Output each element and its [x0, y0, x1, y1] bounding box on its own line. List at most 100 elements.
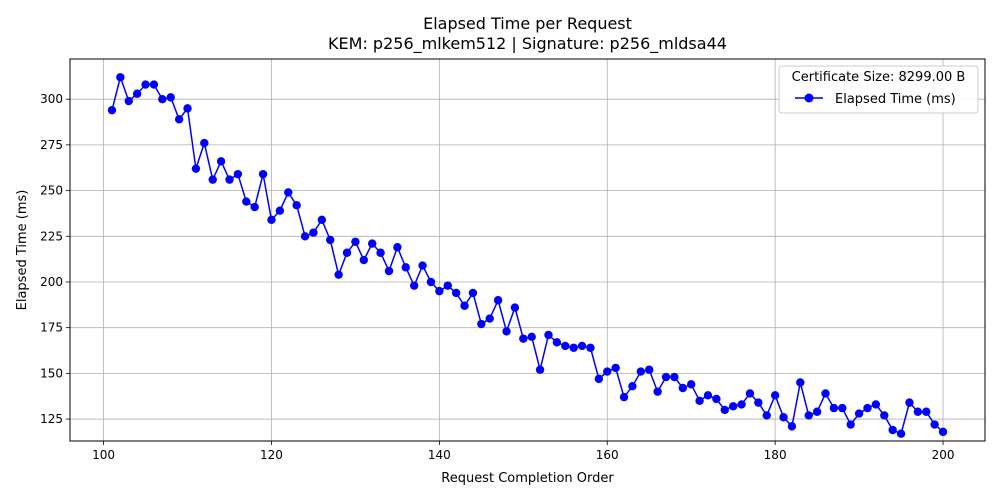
data-point: [577, 341, 587, 351]
data-point: [124, 96, 133, 106]
data-point: [368, 239, 377, 248]
data-point: [896, 429, 906, 438]
data-point: [267, 215, 276, 225]
data-point: [628, 381, 637, 391]
data-point: [250, 202, 259, 212]
data-point: [561, 341, 570, 351]
chart-subtitle: KEM: p256_mlkem512 | Signature: p256_mld…: [328, 34, 727, 54]
y-axis-label: Elapsed Time (ms): [15, 190, 30, 311]
data-point: [686, 380, 696, 389]
data-point: [829, 403, 839, 413]
data-point: [535, 365, 545, 374]
data-point: [854, 409, 864, 418]
data-point: [384, 266, 394, 276]
data-series: [107, 73, 948, 438]
data-point: [712, 394, 721, 404]
data-point: [619, 392, 629, 402]
data-point: [141, 80, 150, 89]
legend-box: [778, 65, 979, 114]
x-axis-label: Request Completion Order: [441, 471, 614, 486]
data-point: [225, 175, 234, 184]
data-point: [796, 378, 805, 387]
data-point: [661, 372, 671, 382]
data-point: [720, 405, 729, 415]
data-point: [745, 389, 755, 398]
data-point: [309, 228, 318, 237]
data-point: [451, 288, 461, 298]
data-point: [292, 201, 301, 210]
y-tick-label: 150: [40, 366, 63, 380]
data-point: [468, 288, 478, 298]
data-point: [351, 237, 360, 246]
data-point: [300, 232, 310, 241]
chart-title: Elapsed Time per Request: [423, 14, 632, 33]
data-point: [871, 400, 881, 409]
data-point: [586, 343, 595, 352]
data-point: [191, 164, 201, 173]
data-point: [460, 301, 469, 310]
data-point: [493, 296, 503, 305]
x-tick-label: 140: [428, 448, 451, 462]
data-point: [846, 420, 855, 429]
data-point: [183, 104, 192, 113]
data-point: [812, 407, 822, 416]
data-point: [284, 188, 293, 197]
data-point: [166, 93, 175, 102]
data-point: [477, 319, 486, 329]
data-point: [359, 255, 369, 265]
plot-frame: [69, 58, 986, 442]
data-point: [116, 73, 125, 82]
data-point: [787, 422, 797, 431]
data-point: [326, 235, 335, 245]
data-point: [670, 372, 679, 382]
data-point: [107, 105, 117, 115]
data-point: [653, 387, 662, 396]
data-point: [888, 425, 897, 435]
data-point: [728, 402, 738, 411]
data-point: [544, 330, 553, 340]
legend: Certificate Size: 8299.00 B Elapsed Time…: [778, 65, 979, 114]
data-point: [913, 407, 923, 416]
data-point: [569, 343, 578, 352]
data-point: [938, 427, 948, 437]
data-point: [443, 281, 452, 290]
data-point: [158, 95, 167, 104]
legend-title: Certificate Size: 8299.00 B: [792, 70, 966, 85]
data-point: [552, 338, 562, 347]
data-point: [645, 365, 654, 374]
data-point: [376, 248, 385, 257]
x-tick-label: 200: [932, 448, 955, 462]
data-point: [678, 383, 687, 393]
y-tick-label: 275: [40, 138, 63, 152]
data-point: [275, 206, 285, 215]
data-point: [334, 270, 343, 279]
data-point: [821, 389, 830, 398]
data-point: [216, 157, 226, 166]
data-point: [149, 80, 159, 89]
data-point: [880, 411, 889, 420]
data-point: [409, 281, 419, 290]
data-point: [393, 243, 402, 252]
data-point: [930, 420, 939, 429]
data-point: [905, 398, 914, 407]
data-point: [519, 334, 528, 343]
data-point: [754, 398, 763, 407]
data-point: [174, 115, 184, 124]
legend-entry-label: Elapsed Time (ms): [835, 92, 956, 107]
y-tick-label: 250: [40, 184, 63, 198]
data-point: [258, 169, 268, 179]
y-tick-label: 225: [40, 229, 63, 243]
x-tick-label: 100: [92, 448, 115, 462]
data-point: [418, 261, 427, 270]
data-point: [594, 374, 604, 384]
y-tick-label: 175: [40, 321, 63, 335]
data-point: [435, 286, 444, 296]
data-point: [342, 248, 352, 257]
data-point: [502, 327, 511, 336]
data-point: [737, 400, 746, 409]
x-tick-label: 160: [596, 448, 619, 462]
y-tick-label: 300: [40, 92, 63, 106]
y-tick-label: 125: [40, 412, 63, 426]
